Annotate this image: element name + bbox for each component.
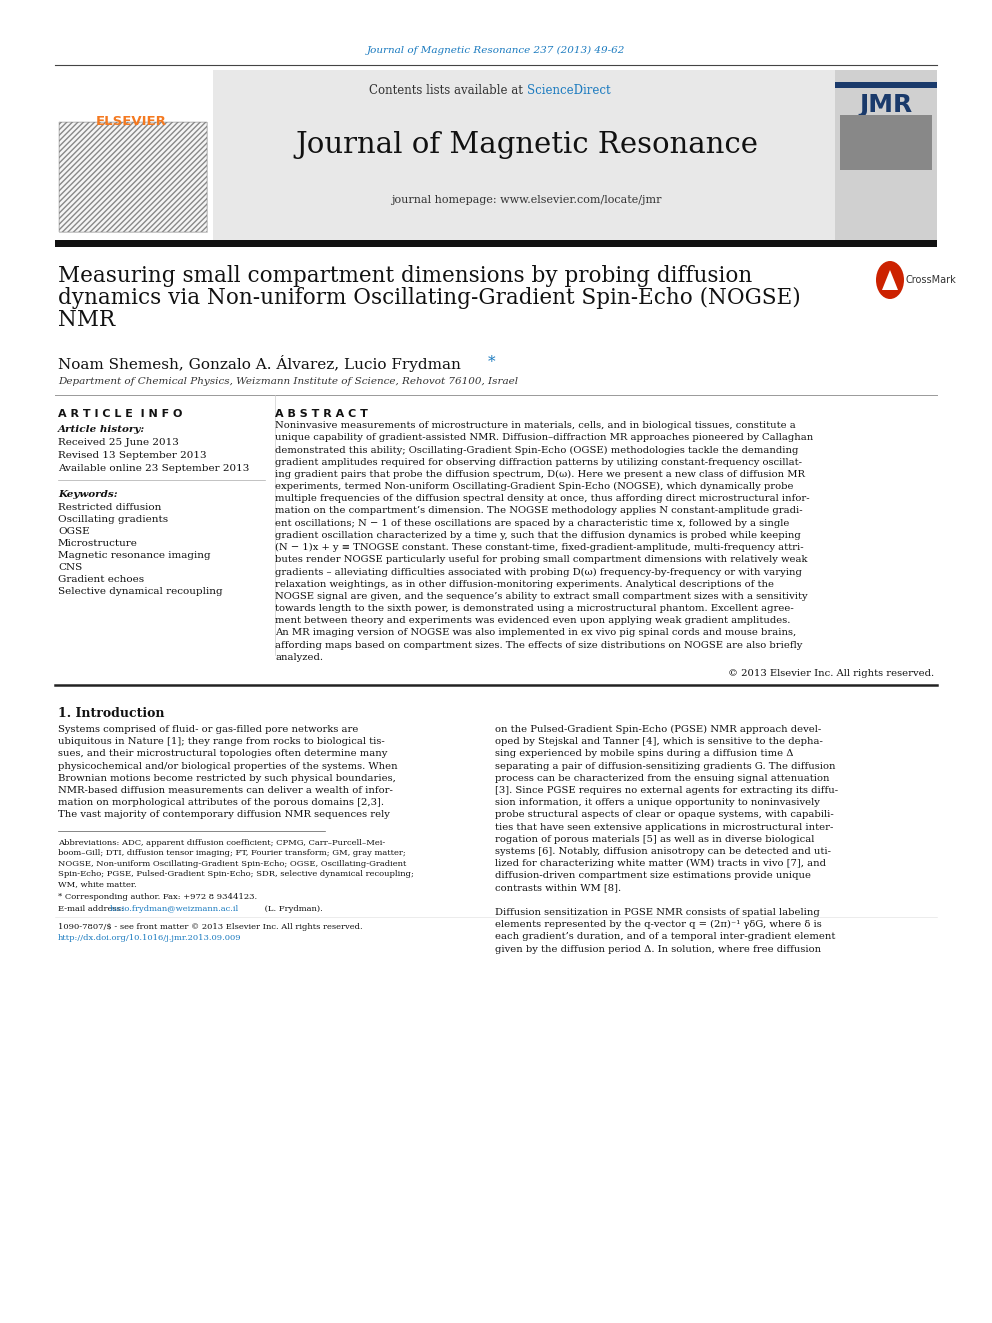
Text: demonstrated this ability; Oscillating-Gradient Spin-Echo (OGSE) methodologies t: demonstrated this ability; Oscillating-G… — [275, 446, 799, 455]
Text: Journal of Magnetic Resonance: Journal of Magnetic Resonance — [295, 131, 758, 159]
Text: Journal of Magnetic Resonance 237 (2013) 49-62: Journal of Magnetic Resonance 237 (2013)… — [367, 45, 625, 54]
Text: NOGSE signal are given, and the sequence’s ability to extract small compartment : NOGSE signal are given, and the sequence… — [275, 591, 807, 601]
Text: unique capability of gradient-assisted NMR. Diffusion–diffraction MR approaches : unique capability of gradient-assisted N… — [275, 433, 813, 442]
Text: on the Pulsed-Gradient Spin-Echo (PGSE) NMR approach devel-: on the Pulsed-Gradient Spin-Echo (PGSE) … — [495, 725, 821, 734]
Text: ment between theory and experiments was evidenced even upon applying weak gradie: ment between theory and experiments was … — [275, 617, 791, 626]
Text: journal homepage: www.elsevier.com/locate/jmr: journal homepage: www.elsevier.com/locat… — [391, 194, 662, 205]
Text: affording maps based on compartment sizes. The effects of size distributions on : affording maps based on compartment size… — [275, 640, 803, 650]
Text: A R T I C L E  I N F O: A R T I C L E I N F O — [58, 409, 183, 419]
Text: 1. Introduction: 1. Introduction — [58, 706, 165, 720]
Text: Brownian motions become restricted by such physical boundaries,: Brownian motions become restricted by su… — [58, 774, 396, 783]
Text: diffusion-driven compartment size estimations provide unique: diffusion-driven compartment size estima… — [495, 872, 811, 880]
Text: JMR: JMR — [859, 93, 913, 116]
Text: physicochemical and/or biological properties of the systems. When: physicochemical and/or biological proper… — [58, 762, 398, 770]
Text: An MR imaging version of NOGSE was also implemented in ex vivo pig spinal cords : An MR imaging version of NOGSE was also … — [275, 628, 797, 638]
Bar — [55, 70, 937, 239]
Text: Magnetic resonance imaging: Magnetic resonance imaging — [58, 550, 210, 560]
Text: relaxation weightings, as in other diffusion-monitoring experiments. Analytical : relaxation weightings, as in other diffu… — [275, 579, 774, 589]
Text: systems [6]. Notably, diffusion anisotropy can be detected and uti-: systems [6]. Notably, diffusion anisotro… — [495, 847, 831, 856]
Text: [3]. Since PGSE requires no external agents for extracting its diffu-: [3]. Since PGSE requires no external age… — [495, 786, 838, 795]
Text: elements represented by the q-vector q = (2π)⁻¹ γδG, where δ is: elements represented by the q-vector q =… — [495, 921, 821, 929]
Text: Diffusion sensitization in PGSE NMR consists of spatial labeling: Diffusion sensitization in PGSE NMR cons… — [495, 908, 819, 917]
Text: ScienceDirect: ScienceDirect — [527, 83, 610, 97]
Text: *: * — [488, 355, 496, 369]
Text: contrasts within WM [8].: contrasts within WM [8]. — [495, 884, 621, 893]
Text: ties that have seen extensive applications in microstructural inter-: ties that have seen extensive applicatio… — [495, 823, 833, 832]
Text: sing experienced by mobile spins during a diffusion time Δ: sing experienced by mobile spins during … — [495, 749, 794, 758]
Text: rogation of porous materials [5] as well as in diverse biological: rogation of porous materials [5] as well… — [495, 835, 814, 844]
Bar — [835, 70, 937, 239]
Text: gradients – alleviating difficulties associated with probing D(ω) frequency-by-f: gradients – alleviating difficulties ass… — [275, 568, 802, 577]
Text: Selective dynamical recoupling: Selective dynamical recoupling — [58, 587, 222, 595]
Text: 1090-7807/$ - see front matter © 2013 Elsevier Inc. All rights reserved.: 1090-7807/$ - see front matter © 2013 El… — [58, 923, 363, 931]
Bar — [55, 239, 937, 247]
Text: each gradient’s duration, and of a temporal inter-gradient element: each gradient’s duration, and of a tempo… — [495, 933, 835, 942]
Text: ing gradient pairs that probe the diffusion spectrum, D(ω). Here we present a ne: ing gradient pairs that probe the diffus… — [275, 470, 805, 479]
Text: * Corresponding author. Fax: +972 8 9344123.: * Corresponding author. Fax: +972 8 9344… — [58, 893, 257, 901]
Text: probe structural aspects of clear or opaque systems, with capabili-: probe structural aspects of clear or opa… — [495, 811, 833, 819]
Text: OGSE: OGSE — [58, 527, 89, 536]
Text: CNS: CNS — [58, 564, 82, 572]
Text: mation on the compartment’s dimension. The NOGSE methodology applies N constant-: mation on the compartment’s dimension. T… — [275, 507, 803, 516]
Text: ent oscillations; N − 1 of these oscillations are spaced by a characteristic tim: ent oscillations; N − 1 of these oscilla… — [275, 519, 790, 528]
Text: Noam Shemesh, Gonzalo A. Álvarez, Lucio Frydman: Noam Shemesh, Gonzalo A. Álvarez, Lucio … — [58, 355, 466, 372]
Text: dynamics via Non-uniform Oscillating-Gradient Spin-Echo (NOGSE): dynamics via Non-uniform Oscillating-Gra… — [58, 287, 801, 310]
Text: Article history:: Article history: — [58, 425, 145, 434]
Text: butes render NOGSE particularly useful for probing small compartment dimensions : butes render NOGSE particularly useful f… — [275, 556, 807, 564]
Text: Keywords:: Keywords: — [58, 490, 118, 499]
Text: CrossMark: CrossMark — [906, 275, 956, 284]
Bar — [840, 115, 932, 169]
Text: lucio.frydman@weizmann.ac.il: lucio.frydman@weizmann.ac.il — [110, 905, 239, 913]
Text: Spin-Echo; PGSE, Pulsed-Gradient Spin-Echo; SDR, selective dynamical recoupling;: Spin-Echo; PGSE, Pulsed-Gradient Spin-Ec… — [58, 871, 414, 878]
Text: analyzed.: analyzed. — [275, 652, 323, 662]
Polygon shape — [882, 270, 898, 290]
Text: gradient oscillation characterized by a time y, such that the diffusion dynamics: gradient oscillation characterized by a … — [275, 531, 801, 540]
Text: experiments, termed Non-uniform Oscillating-Gradient Spin-Echo (NOGSE), which dy: experiments, termed Non-uniform Oscillat… — [275, 482, 794, 491]
Text: sues, and their microstructural topologies often determine many: sues, and their microstructural topologi… — [58, 749, 387, 758]
Text: Oscillating gradients: Oscillating gradients — [58, 515, 168, 524]
Text: separating a pair of diffusion-sensitizing gradients G. The diffusion: separating a pair of diffusion-sensitizi… — [495, 762, 835, 770]
Text: A B S T R A C T: A B S T R A C T — [275, 409, 368, 419]
Text: WM, white matter.: WM, white matter. — [58, 881, 137, 889]
Text: Department of Chemical Physics, Weizmann Institute of Science, Rehovot 76100, Is: Department of Chemical Physics, Weizmann… — [58, 377, 518, 386]
Text: Revised 13 September 2013: Revised 13 September 2013 — [58, 451, 206, 460]
Text: (L. Frydman).: (L. Frydman). — [262, 905, 322, 913]
Ellipse shape — [876, 261, 904, 299]
Text: ubiquitous in Nature [1]; they range from rocks to biological tis-: ubiquitous in Nature [1]; they range fro… — [58, 737, 385, 746]
Text: Gradient echoes: Gradient echoes — [58, 576, 144, 583]
Text: gradient amplitudes required for observing diffraction patterns by utilizing con: gradient amplitudes required for observi… — [275, 458, 802, 467]
Text: process can be characterized from the ensuing signal attenuation: process can be characterized from the en… — [495, 774, 829, 783]
Text: lized for characterizing white matter (WM) tracts in vivo [7], and: lized for characterizing white matter (W… — [495, 859, 826, 868]
Bar — [835, 82, 937, 89]
Text: sion information, it offers a unique opportunity to noninvasively: sion information, it offers a unique opp… — [495, 798, 819, 807]
Text: (N − 1)x + y ≡ TNOGSE constant. These constant-time, fixed-gradient-amplitude, m: (N − 1)x + y ≡ TNOGSE constant. These co… — [275, 542, 804, 552]
Bar — [59, 122, 207, 232]
Text: NMR-based diffusion measurements can deliver a wealth of infor-: NMR-based diffusion measurements can del… — [58, 786, 393, 795]
Text: The vast majority of contemporary diffusion NMR sequences rely: The vast majority of contemporary diffus… — [58, 811, 390, 819]
Text: towards length to the sixth power, is demonstrated using a microstructural phant: towards length to the sixth power, is de… — [275, 605, 794, 613]
Text: given by the diffusion period Δ. In solution, where free diffusion: given by the diffusion period Δ. In solu… — [495, 945, 821, 954]
Text: oped by Stejskal and Tanner [4], which is sensitive to the depha-: oped by Stejskal and Tanner [4], which i… — [495, 737, 823, 746]
Text: Measuring small compartment dimensions by probing diffusion: Measuring small compartment dimensions b… — [58, 265, 752, 287]
Text: Microstructure: Microstructure — [58, 538, 138, 548]
Text: Restricted diffusion: Restricted diffusion — [58, 503, 162, 512]
Text: mation on morphological attributes of the porous domains [2,3].: mation on morphological attributes of th… — [58, 798, 384, 807]
Bar — [59, 122, 207, 232]
Bar — [55, 70, 213, 239]
Text: Abbreviations: ADC, apparent diffusion coefficient; CPMG, Carr–Purcell–Mei-: Abbreviations: ADC, apparent diffusion c… — [58, 839, 385, 847]
Text: Contents lists available at: Contents lists available at — [369, 83, 527, 97]
Text: Systems comprised of fluid- or gas-filled pore networks are: Systems comprised of fluid- or gas-fille… — [58, 725, 358, 734]
Text: Received 25 June 2013: Received 25 June 2013 — [58, 438, 179, 447]
Text: E-mail address:: E-mail address: — [58, 905, 126, 913]
Text: Available online 23 September 2013: Available online 23 September 2013 — [58, 464, 249, 474]
Text: NOGSE, Non-uniform Oscillating-Gradient Spin-Echo; OGSE, Oscillating-Gradient: NOGSE, Non-uniform Oscillating-Gradient … — [58, 860, 407, 868]
Text: © 2013 Elsevier Inc. All rights reserved.: © 2013 Elsevier Inc. All rights reserved… — [728, 669, 934, 677]
Text: multiple frequencies of the diffusion spectral density at once, thus affording d: multiple frequencies of the diffusion sp… — [275, 495, 809, 503]
Text: Noninvasive measurements of microstructure in materials, cells, and in biologica: Noninvasive measurements of microstructu… — [275, 421, 796, 430]
Text: boom–Gill; DTI, diffusion tensor imaging; FT, Fourier transform; GM, gray matter: boom–Gill; DTI, diffusion tensor imaging… — [58, 849, 406, 857]
Text: NMR: NMR — [58, 310, 115, 331]
Text: ELSEVIER: ELSEVIER — [95, 115, 167, 128]
Text: http://dx.doi.org/10.1016/j.jmr.2013.09.009: http://dx.doi.org/10.1016/j.jmr.2013.09.… — [58, 934, 242, 942]
